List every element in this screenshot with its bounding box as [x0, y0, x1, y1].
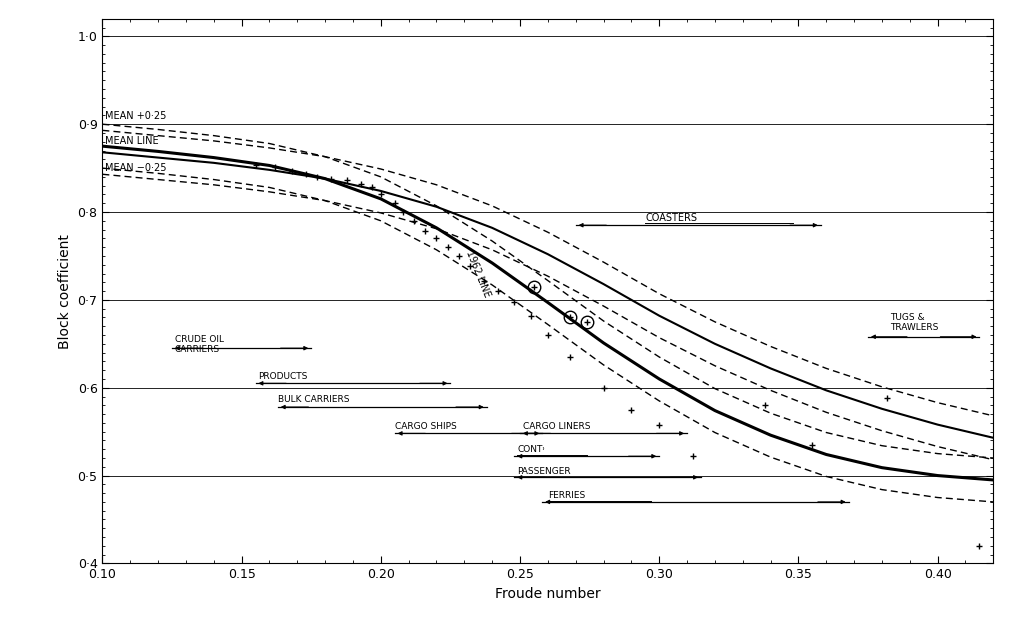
Text: CARGO SHIPS: CARGO SHIPS	[394, 422, 457, 431]
X-axis label: Froude number: Froude number	[495, 587, 601, 601]
Text: PRODUCTS: PRODUCTS	[258, 372, 307, 381]
Text: COASTERS: COASTERS	[645, 213, 697, 223]
Text: PASSENGER: PASSENGER	[517, 466, 570, 476]
Text: MEAN +0·25: MEAN +0·25	[105, 111, 167, 121]
Text: 1962 LINE: 1962 LINE	[464, 249, 493, 299]
Text: FERRIES: FERRIES	[548, 491, 585, 500]
Text: MEAN LINE: MEAN LINE	[105, 136, 159, 146]
Text: CRUDE OIL
CARRIERS: CRUDE OIL CARRIERS	[175, 335, 224, 354]
Text: CARGO LINERS: CARGO LINERS	[523, 422, 590, 431]
Y-axis label: Block coefficient: Block coefficient	[58, 233, 72, 349]
Text: TUGS &
TRAWLERS: TUGS & TRAWLERS	[890, 313, 939, 332]
Text: BULK CARRIERS: BULK CARRIERS	[278, 396, 349, 404]
Text: CONT˒: CONT˒	[517, 446, 546, 454]
Text: MEAN −0·25: MEAN −0·25	[105, 163, 167, 173]
